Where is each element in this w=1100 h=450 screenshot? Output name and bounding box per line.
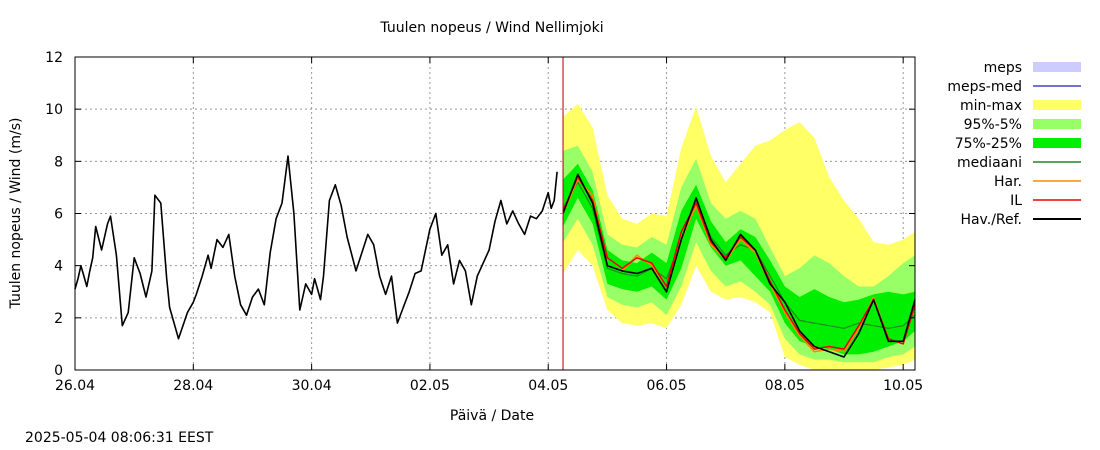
observed-line	[74, 155, 558, 340]
series-lines	[74, 57, 916, 370]
legend-label: meps	[984, 60, 1022, 76]
reference-line	[562, 173, 916, 358]
x-tick-label: 10.05	[883, 378, 923, 394]
plot-frame	[74, 56, 916, 371]
band-75-25	[563, 163, 915, 355]
y-tick-label: 6	[54, 207, 63, 223]
timestamp: 2025-05-04 08:06:31 EEST	[25, 430, 214, 446]
x-tick-label: 08.05	[765, 378, 805, 394]
chart-title: Tuulen nopeus / Wind Nellimjoki	[379, 20, 603, 36]
legend: meps meps-med min-max 95%-5% 75%-25% mediaani…	[947, 60, 1081, 228]
y-tick-label: 2	[54, 311, 63, 327]
axis-ticks: 0 2 4 6 8 10 12 26.04 28.04 30.04 02.05 04.05 06.05 0…	[45, 50, 923, 394]
x-tick-label: 26.04	[55, 378, 95, 394]
x-tick-label: 28.04	[173, 378, 213, 394]
legend-swatch	[1033, 62, 1081, 72]
legend-label: 95%-5%	[964, 117, 1022, 133]
legend-label: meps-med	[947, 79, 1022, 95]
y-tick-label: 10	[45, 102, 63, 118]
legend-label: min-max	[960, 98, 1022, 114]
legend-label: IL	[1010, 193, 1022, 209]
il-line	[562, 176, 916, 350]
x-tick-label: 04.05	[528, 378, 568, 394]
x-tick-label: 02.05	[410, 378, 450, 394]
x-tick-label: 06.05	[647, 378, 687, 394]
legend-swatch	[1033, 119, 1081, 129]
x-tick-label: 30.04	[292, 378, 332, 394]
y-axis-label: Tuulen nopeus / Wind (m/s)	[8, 118, 24, 310]
y-tick-label: 8	[54, 154, 63, 170]
legend-label: 75%-25%	[955, 136, 1022, 152]
y-tick-label: 4	[54, 259, 63, 275]
legend-label: mediaani	[957, 155, 1022, 171]
legend-label: Hav./Ref.	[960, 212, 1022, 228]
legend-label: Har.	[994, 174, 1022, 190]
x-axis-label: Päivä / Date	[450, 408, 534, 424]
legend-swatch	[1033, 138, 1081, 148]
y-tick-label: 12	[45, 50, 63, 66]
y-tick-label: 0	[54, 363, 63, 379]
median-line	[562, 181, 916, 329]
legend-swatch	[1033, 100, 1081, 110]
